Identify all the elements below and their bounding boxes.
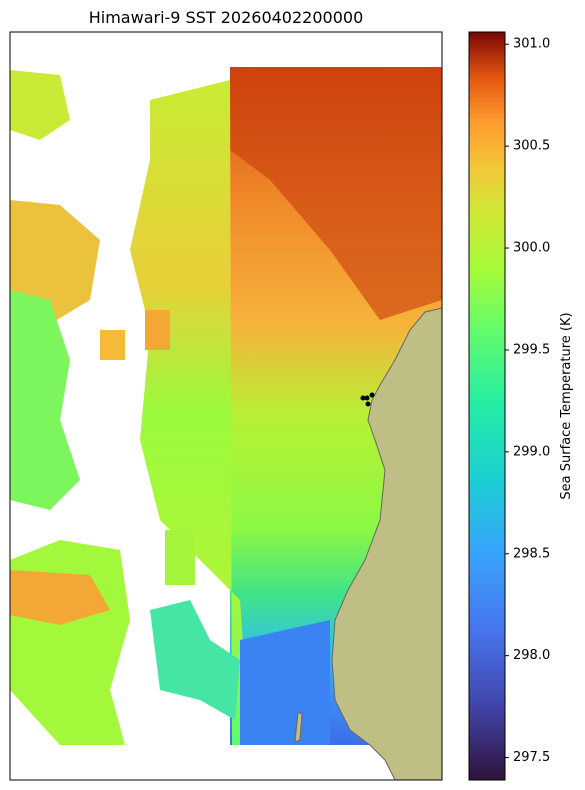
colorbar-label: Sea Surface Temperature (K) — [559, 312, 574, 499]
colorbar-tick-label: 297.5 — [513, 750, 550, 765]
colorbar — [468, 31, 506, 781]
colorbar-tick-label: 299.5 — [513, 342, 550, 357]
map-title: Himawari-9 SST 20260402200000 — [89, 8, 364, 27]
colorbar-tick-label: 298.5 — [513, 546, 550, 561]
colorbar-tick-label: 300.0 — [513, 241, 550, 256]
sst-field — [10, 67, 442, 780]
colorbar-tick-label: 298.0 — [513, 648, 550, 663]
colorbar-tick-label: 301.0 — [513, 37, 550, 52]
map-frame — [9, 31, 443, 781]
colorbar-tick-label: 300.5 — [513, 139, 550, 154]
colorbar-tick-label: 299.0 — [513, 444, 550, 459]
